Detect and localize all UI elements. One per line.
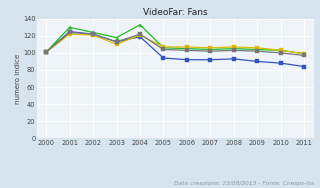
Sud e Isole (91, 34, 95, 36)
Nord (91, 33, 95, 35)
Centro (44, 51, 48, 53)
Sud e Isole (232, 46, 236, 48)
Sud e Isole (185, 46, 189, 48)
Line: Sud e Isole: Sud e Isole (45, 33, 306, 55)
Centro (115, 36, 118, 39)
Centro (162, 47, 165, 49)
Nord (302, 65, 306, 68)
Italia (115, 41, 118, 43)
Sud e Isole (68, 33, 72, 35)
Nord (138, 36, 142, 38)
Italia (279, 52, 283, 54)
Centro (232, 48, 236, 50)
Title: VideoFar: Fans: VideoFar: Fans (143, 8, 207, 17)
Italia (91, 33, 95, 35)
Nord (279, 62, 283, 64)
Sud e Isole (208, 47, 212, 49)
Italia (255, 50, 259, 52)
Centro (185, 48, 189, 50)
Sud e Isole (138, 34, 142, 36)
Italia (302, 54, 306, 57)
Nord (208, 59, 212, 61)
Centro (91, 31, 95, 34)
Centro (255, 48, 259, 51)
Centro (302, 53, 306, 55)
Italia (208, 50, 212, 52)
Nord (162, 57, 165, 59)
Line: Nord: Nord (45, 30, 306, 68)
Sud e Isole (302, 53, 306, 55)
Centro (279, 49, 283, 52)
Line: Italia: Italia (45, 31, 306, 57)
Sud e Isole (279, 49, 283, 52)
Sud e Isole (255, 47, 259, 49)
Centro (208, 48, 212, 51)
Nord (255, 60, 259, 63)
Nord (68, 30, 72, 33)
Sud e Isole (115, 43, 118, 45)
Nord (115, 41, 118, 43)
Line: Centro: Centro (45, 23, 306, 55)
Nord (44, 51, 48, 53)
Centro (68, 26, 72, 28)
Italia (44, 51, 48, 53)
Nord (185, 59, 189, 61)
Nord (232, 58, 236, 60)
Sud e Isole (162, 46, 165, 48)
Italia (162, 48, 165, 51)
Italia (68, 31, 72, 34)
Y-axis label: numero indice: numero indice (15, 53, 21, 104)
Italia (232, 49, 236, 52)
Sud e Isole (44, 51, 48, 53)
Centro (138, 24, 142, 26)
Italia (185, 49, 189, 52)
Text: Data creazione: 23/08/2013 - Fonte: Cnesps-Iss: Data creazione: 23/08/2013 - Fonte: Cnes… (174, 181, 314, 186)
Italia (138, 33, 142, 35)
